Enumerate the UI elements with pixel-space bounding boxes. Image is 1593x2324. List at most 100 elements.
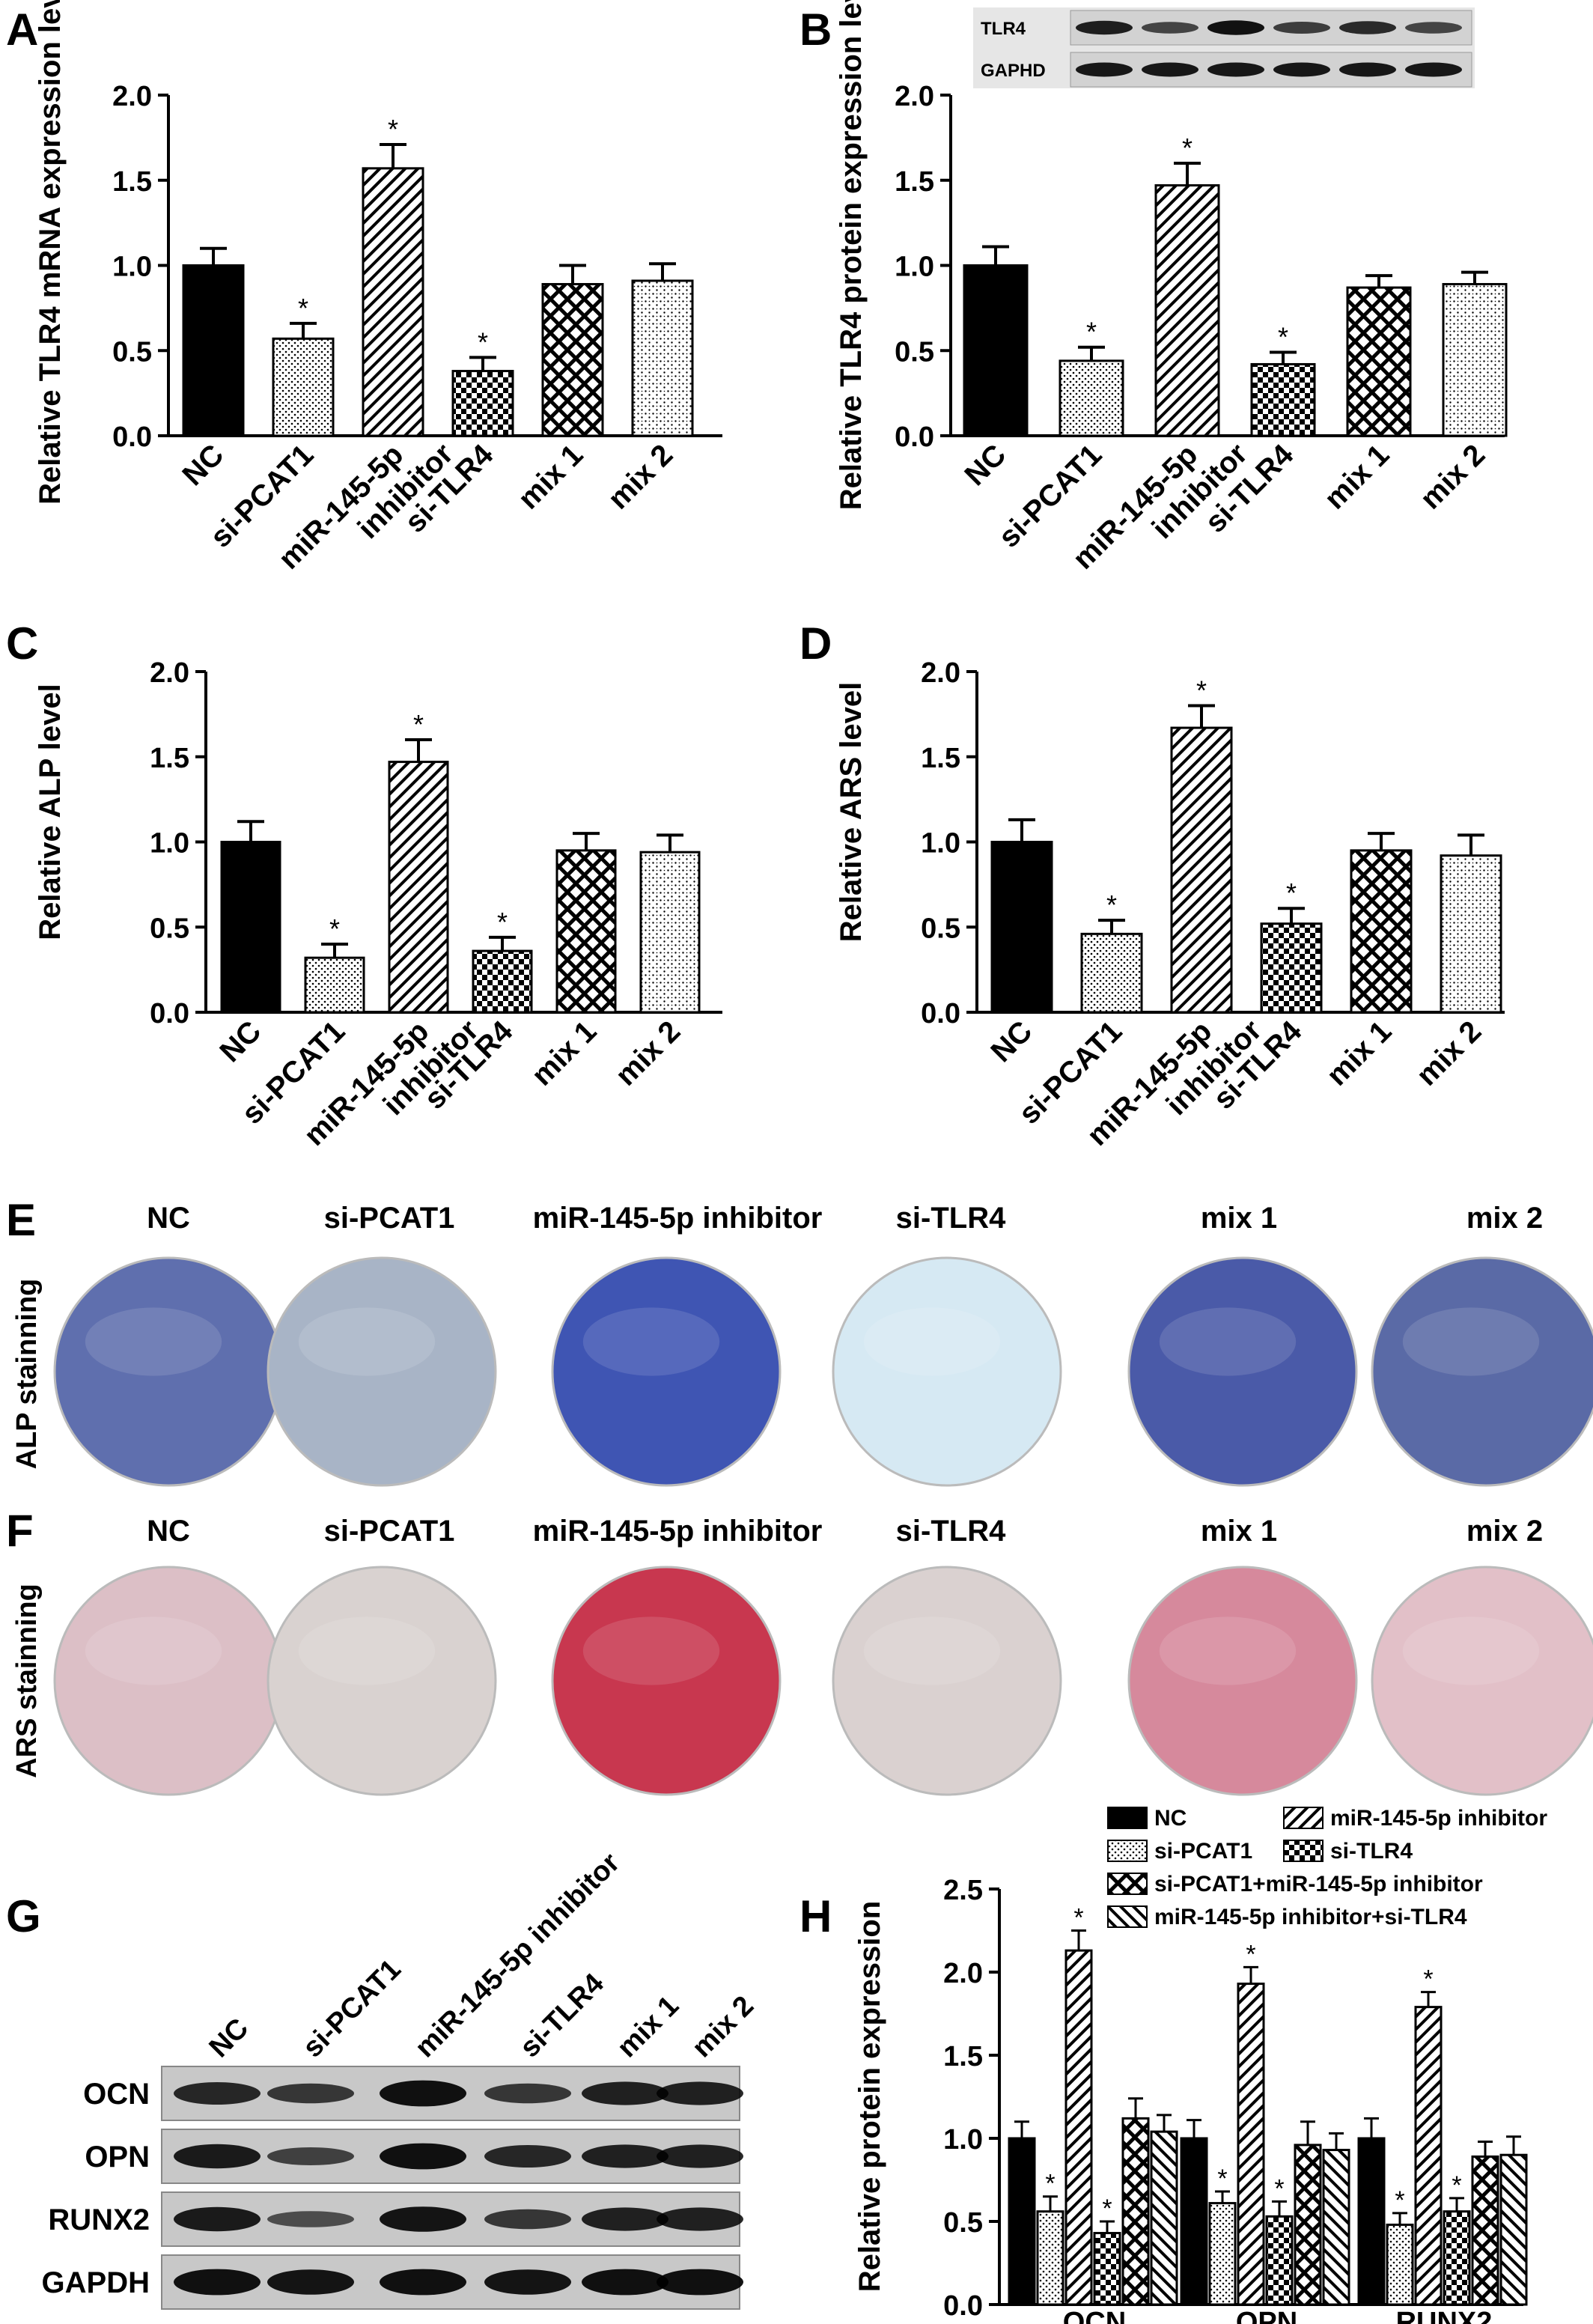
- blot-band-label: GAPHD: [981, 61, 1046, 81]
- bar: [1008, 2137, 1036, 2306]
- bar-si-pcat1: [1059, 359, 1124, 437]
- x-tick-label: mix 1: [512, 438, 589, 515]
- x-tick-label: NC: [984, 1015, 1038, 1068]
- blot-band: [582, 2144, 668, 2168]
- x-tick-label: mix 2: [602, 438, 679, 515]
- dish-highlight: [1159, 1307, 1297, 1376]
- significance-mark: *: [388, 114, 398, 145]
- bar: [1237, 1983, 1265, 2306]
- y-tick-label: 1.0: [112, 252, 152, 283]
- blot-lane-label: miR-145-5p inhibitor: [409, 1847, 627, 2064]
- chart-b-tlr4-protein: 0.0 0.5 1.0 1.5 2.0 Relative TLR4 protein exp…: [835, 0, 1508, 576]
- bar-mix-2: [1440, 854, 1502, 1014]
- bar: [1208, 2202, 1237, 2306]
- legend-label: si-PCAT1: [1154, 1839, 1252, 1864]
- bar-si-pcat1: [272, 337, 335, 437]
- significance-mark: *: [413, 709, 424, 740]
- blot-band: [267, 2211, 354, 2227]
- y-tick-label: 1.5: [943, 2041, 983, 2072]
- blot-band: [380, 2206, 466, 2232]
- dish-title: mix 1: [1201, 1202, 1277, 1235]
- y-tick-label: 2.0: [150, 657, 189, 689]
- dish-highlight: [863, 1616, 1001, 1685]
- y-tick-label: 0.5: [943, 2207, 983, 2239]
- x-tick-label: mix 1: [526, 1015, 603, 1092]
- blot-lane-label: si-PCAT1: [297, 1953, 407, 2063]
- dish-title: NC: [147, 1202, 190, 1235]
- significance-mark: *: [1246, 1940, 1255, 1968]
- x-tick-label: NC: [176, 438, 230, 492]
- dish-highlight: [1402, 1616, 1540, 1685]
- blot-band: [582, 2269, 668, 2296]
- y-axis-label: Relative ALP level: [34, 684, 67, 940]
- blot-band: [1405, 22, 1462, 34]
- bar: [1093, 2232, 1121, 2306]
- chart-h-protein-expression: 0.0 0.5 1.0 1.5 2.0 2.5 Relative protein expre…: [853, 1806, 1547, 2324]
- legend-label: miR-145-5p inhibitor: [1330, 1806, 1547, 1831]
- y-tick-label: 1.5: [895, 166, 934, 198]
- panel-letter-d: D: [799, 618, 832, 669]
- culture-dish: [1127, 1256, 1358, 1487]
- dish-title: mix 2: [1466, 1202, 1543, 1235]
- bar: [1036, 2210, 1064, 2306]
- blot-band: [1339, 62, 1396, 77]
- dish-highlight: [863, 1307, 1001, 1376]
- blot-band: [657, 2144, 743, 2168]
- bar: [1265, 2215, 1294, 2306]
- dish-highlight: [298, 1616, 436, 1685]
- bar: [1414, 2006, 1443, 2306]
- blot-band: [657, 2081, 743, 2105]
- bar: [1294, 2144, 1322, 2306]
- chart-a-tlr4-mrna: 0.0 0.5 1.0 1.5 2.0 Relative TLR4 mRNA expres…: [34, 0, 722, 576]
- y-tick-label: 0.0: [921, 998, 960, 1029]
- legend-swatch: [1283, 1840, 1324, 1862]
- blot-band: [1076, 62, 1133, 77]
- bar-mir-145-5p-inhibitor: [1154, 184, 1220, 437]
- bar-si-tlr4: [472, 949, 533, 1014]
- panel-letter-h: H: [799, 1891, 832, 1941]
- legend-swatch: [1107, 1905, 1148, 1928]
- dish-title: miR-145-5p inhibitor: [533, 1202, 823, 1235]
- bar-nc: [220, 841, 281, 1014]
- blot-band: [1207, 62, 1264, 77]
- significance-mark: *: [1274, 2174, 1284, 2203]
- blot-band: [267, 2083, 354, 2104]
- blot-band: [380, 2080, 466, 2107]
- y-tick-label: 2.0: [921, 657, 960, 689]
- blot-band-label: TLR4: [981, 19, 1026, 39]
- bar-mix-2: [1442, 283, 1508, 437]
- bar-nc: [182, 264, 245, 437]
- bar-si-tlr4: [451, 370, 514, 437]
- blot-band: [174, 2269, 261, 2296]
- x-tick-label: mix 1: [1321, 1015, 1398, 1092]
- staining-row-label: ARS stainning: [11, 1584, 43, 1778]
- dish-title: mix 2: [1466, 1515, 1543, 1548]
- y-axis-label: Relative ARS level: [835, 682, 868, 943]
- bar-mix-1: [1346, 286, 1412, 437]
- alp-staining-row: NC si-PCAT1 miR-145-5p inhibitor si-TLR4 mix…: [11, 1202, 1593, 1487]
- y-tick-label: 0.5: [150, 913, 189, 944]
- bar-mix-1: [555, 849, 617, 1014]
- significance-mark: *: [1395, 2186, 1404, 2215]
- blot-band: [484, 2145, 571, 2168]
- bar-nc: [963, 264, 1029, 437]
- y-tick-label: 2.0: [112, 81, 152, 112]
- dish-title: si-PCAT1: [324, 1202, 455, 1235]
- dish-title: si-TLR4: [896, 1515, 1006, 1548]
- blot-band: [380, 2143, 466, 2170]
- legend-swatch: [1107, 1807, 1148, 1829]
- blot-band: [1076, 20, 1133, 35]
- significance-mark: *: [1452, 2171, 1461, 2200]
- bar-mir-145-5p-inhibitor: [1170, 726, 1233, 1014]
- culture-dish: [1127, 1566, 1358, 1796]
- y-tick-label: 1.5: [921, 743, 960, 774]
- bar-mix-2: [631, 279, 694, 437]
- significance-mark: *: [1102, 2194, 1112, 2223]
- y-tick-label: 1.5: [150, 743, 189, 774]
- significance-mark: *: [1106, 889, 1117, 920]
- y-tick-label: 0.0: [895, 422, 934, 453]
- blot-lane-label: si-TLR4: [514, 1968, 610, 2063]
- significance-mark: *: [1286, 877, 1297, 908]
